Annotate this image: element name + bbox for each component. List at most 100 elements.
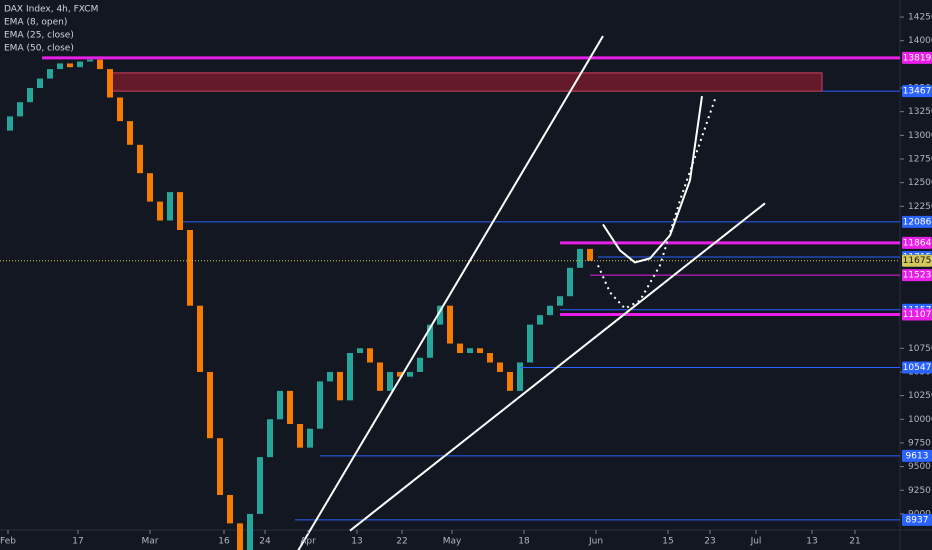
- price-tag: [902, 51, 932, 64]
- candle: [437, 305, 443, 325]
- candle: [237, 523, 243, 550]
- price-tag-label: 11675: [903, 256, 932, 266]
- y-tick-label: 12250: [908, 202, 932, 212]
- candle: [267, 419, 273, 458]
- price-tag: [902, 85, 932, 98]
- x-tick-label: 15: [662, 537, 673, 547]
- x-tick-label: 23: [704, 537, 715, 547]
- price-tag: [902, 254, 932, 267]
- candle: [277, 390, 283, 420]
- indicator: EMA (50, close): [4, 44, 74, 54]
- price-tag-label: 9613: [906, 451, 929, 461]
- candle: [77, 61, 83, 68]
- candle: [517, 362, 523, 391]
- candle: [257, 457, 263, 514]
- x-tick-label: 22: [396, 537, 407, 547]
- candle: [187, 229, 193, 306]
- candle: [507, 371, 513, 391]
- candle: [447, 305, 453, 344]
- candle: [567, 267, 573, 297]
- x-tick-label: Apr: [300, 537, 316, 547]
- x-tick-label: May: [443, 537, 462, 547]
- price-tag: [902, 449, 932, 462]
- trendline: [297, 35, 604, 550]
- price-tag: [902, 513, 932, 526]
- y-tick-label: 13000: [908, 131, 932, 141]
- price-tag: [902, 215, 932, 228]
- y-tick-label: 14250: [908, 13, 932, 23]
- candle: [307, 428, 313, 448]
- candle: [247, 513, 253, 550]
- x-tick-label: Jun: [588, 537, 603, 547]
- candle: [457, 343, 463, 354]
- candle: [487, 353, 493, 363]
- candle: [217, 438, 223, 495]
- candle: [427, 324, 433, 358]
- candle: [537, 315, 543, 325]
- x-tick-label: Mar: [142, 537, 159, 547]
- candle: [327, 371, 333, 382]
- candle: [67, 63, 73, 68]
- candle: [367, 348, 373, 363]
- candle: [357, 348, 363, 354]
- candle: [117, 97, 123, 122]
- x-tick-label: 13: [806, 537, 817, 547]
- candle: [7, 116, 13, 131]
- y-tick-label: 12500: [908, 178, 932, 188]
- candle: [147, 173, 153, 202]
- indicator: EMA (25, close): [4, 31, 74, 41]
- candle: [477, 348, 483, 354]
- x-tick-label: Jul: [750, 537, 762, 547]
- y-tick-label: 9750: [908, 438, 931, 448]
- x-tick-label: 16: [218, 537, 230, 547]
- projection: [602, 96, 703, 264]
- candle: [347, 353, 353, 401]
- candle: [467, 348, 473, 354]
- y-tick-label: 10750: [908, 344, 932, 354]
- candle: [397, 371, 403, 377]
- candle: [297, 424, 303, 448]
- y-tick-label: 9250: [908, 486, 931, 496]
- x-tick-label: 17: [72, 537, 83, 547]
- price-tag: [902, 269, 932, 282]
- candle: [577, 248, 583, 268]
- y-tick-label: 14000: [908, 36, 932, 46]
- candle: [97, 59, 103, 70]
- price-tag-label: 12086: [903, 217, 932, 227]
- y-tick-label: 12750: [908, 155, 932, 165]
- indicator: EMA (8, open): [4, 18, 67, 28]
- plot: [0, 35, 900, 550]
- candle: [167, 192, 173, 221]
- x-tick-label: 21: [849, 537, 860, 547]
- candle: [527, 324, 533, 363]
- candle: [387, 371, 393, 391]
- candle: [177, 192, 183, 230]
- candle: [407, 371, 413, 377]
- price-tag-label: 11107: [903, 310, 932, 320]
- candle: [317, 381, 323, 429]
- price-tag-label: 10547: [903, 363, 932, 373]
- price-tag: [902, 308, 932, 321]
- price-tag: [902, 361, 932, 374]
- candle: [207, 371, 213, 439]
- zone: [107, 72, 823, 92]
- y-tick-label: 13250: [908, 107, 932, 117]
- candle: [287, 390, 293, 424]
- candle: [557, 296, 563, 306]
- trendline: [349, 202, 766, 532]
- y-tick-label: 9500: [908, 462, 931, 472]
- candle: [47, 69, 53, 79]
- price-tag: [902, 236, 932, 249]
- candle: [57, 63, 63, 70]
- candle: [547, 305, 553, 316]
- candle: [107, 69, 113, 98]
- candle: [337, 371, 343, 401]
- candle: [87, 59, 93, 62]
- candle: [227, 494, 233, 524]
- candle: [417, 357, 423, 372]
- candle: [137, 144, 143, 174]
- price-tag-label: 13819: [903, 53, 932, 63]
- x-tick-label: 18: [518, 537, 530, 547]
